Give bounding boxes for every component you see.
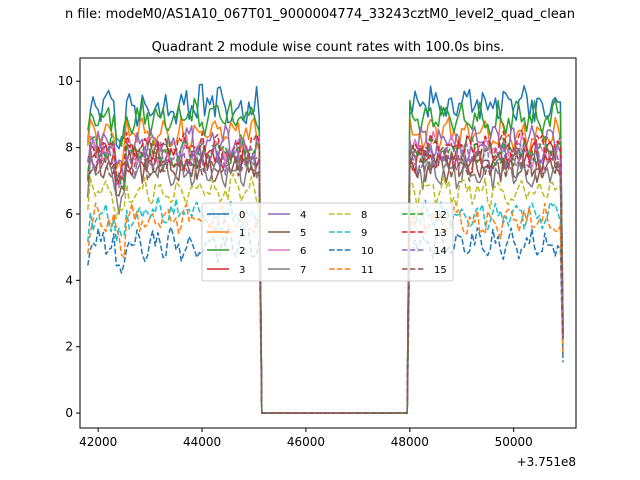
x-tick-label: 42000 [79, 435, 117, 449]
series-line-0 [87, 83, 564, 414]
series-line-15 [87, 145, 564, 414]
legend-label-12: 12 [434, 210, 447, 221]
legend-label-3: 3 [239, 265, 245, 276]
y-tick-label: 6 [65, 207, 73, 221]
legend-label-4: 4 [300, 210, 306, 221]
legend-label-8: 8 [361, 210, 367, 221]
figure-suptitle: n file: modeM0/AS1A10_067T01_9000004774_… [65, 7, 575, 22]
legend-label-14: 14 [434, 246, 447, 257]
chart-title: Quadrant 2 module wise count rates with … [152, 40, 505, 55]
y-tick-label: 2 [65, 340, 73, 354]
series-line-2 [87, 97, 564, 414]
legend-label-13: 13 [434, 228, 447, 239]
y-axis: 0 2 4 6 8 10 [58, 74, 80, 420]
legend-label-1: 1 [239, 228, 245, 239]
y-tick-label: 8 [65, 141, 73, 155]
x-tick-label: 46000 [287, 435, 325, 449]
axes-frame [79, 57, 577, 429]
y-tick-label: 4 [65, 273, 73, 287]
series-line-9 [87, 196, 564, 414]
legend-label-5: 5 [300, 228, 306, 239]
y-tick-label: 10 [58, 74, 73, 88]
legend-frame [201, 202, 454, 282]
series-line-13 [87, 129, 564, 414]
x-tick-label: 48000 [391, 435, 429, 449]
series-line-1 [87, 115, 564, 414]
legend-label-6: 6 [300, 246, 306, 257]
legend-label-9: 9 [361, 228, 367, 239]
x-tick-label: 44000 [183, 435, 221, 449]
legend-label-10: 10 [361, 246, 374, 257]
series-line-14 [87, 138, 564, 414]
legend-label-2: 2 [239, 246, 245, 257]
x-axis: 42000 44000 46000 48000 50000 [79, 428, 533, 449]
x-tick-label: 50000 [495, 435, 533, 449]
legend-label-11: 11 [361, 265, 374, 276]
y-tick-label: 0 [65, 406, 73, 420]
legend-label-15: 15 [434, 265, 447, 276]
x-offset-label: +3.751e8 [517, 455, 576, 469]
series-line-8 [87, 173, 564, 414]
legend-label-0: 0 [239, 210, 245, 221]
legend-label-7: 7 [300, 265, 306, 276]
